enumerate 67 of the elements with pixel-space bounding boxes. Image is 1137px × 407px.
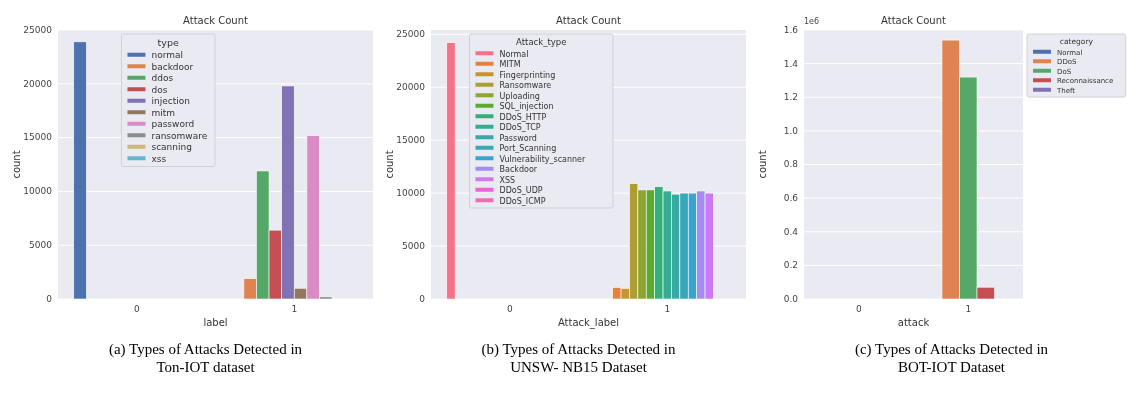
y-tick-label: 25000 [23,24,53,35]
x-tick-label: 1 [291,304,298,314]
text: (c) Types of Attacks Detected in BOT-IOT Dataset [854,341,1049,375]
y-tick-label: 0 [46,293,53,304]
text: (b) Types of Attacks Detected in UNSW- NB15 Dataset [481,341,677,375]
legend-label: backdoor [151,61,194,72]
y-tick-label: 1.4 [783,58,799,69]
legend-label: MITM [499,60,521,70]
legend-label: DDoS_TCP [499,123,541,133]
chart-title: Attack Count [183,15,248,26]
legend-title: type [157,36,180,48]
x-tick-label: 1 [965,304,972,314]
x-tick-label: 0 [133,304,140,314]
y-tick-label: 25000 [396,29,426,40]
y-tick-label: 1.6 [783,24,799,35]
legend-label: scanning [151,142,192,153]
text: 1e6 [804,17,820,26]
legend-label: Ransomware [499,81,552,91]
y-tick-label: 20000 [23,78,53,89]
legend-label: ransomware [151,130,208,141]
y-tick-label: 1.0 [783,125,799,136]
legend-label: Backdoor [499,165,538,175]
y-axis-title: count [11,150,22,179]
x-axis-title: label [203,317,228,328]
legend-label: Vulnerability_scanner [499,154,587,164]
legend-label: XSS [499,175,516,185]
y-tick-label: 20000 [396,82,426,93]
legend-label: mitm [151,107,176,118]
legend-label: Port_Scanning [499,144,557,154]
x-axis-title: Attack_label [557,317,620,329]
legend-label: DDoS_ICMP [499,196,546,206]
y-tick-label: 0.4 [783,226,799,237]
y-tick-label: 5000 [29,240,53,251]
legend-label: DDoS_HTTP [499,112,547,122]
legend-label: password [151,119,195,130]
y-tick-label: 15000 [396,135,426,146]
chart-title: Attack Count [556,15,621,26]
legend-label: ddos [151,73,174,84]
legend-label: injection [151,96,190,107]
y-tick-label: 15000 [23,132,53,143]
legend-label: Uploading [499,91,540,101]
x-tick-label: 0 [855,304,862,314]
text: (a) Types of Attacks Detected in Ton-IOT dataset [108,341,303,375]
y-axis-title: count [757,150,768,179]
chart-title: Attack Count [881,15,946,26]
x-tick-label: 0 [506,304,513,314]
y-tick-label: 0.6 [783,193,799,204]
y-tick-label: 10000 [23,186,53,197]
y-tick-label: 10000 [396,187,426,198]
legend-title: Attack_type [516,36,567,47]
legend-label: Normal [499,49,529,59]
legend-label: DDoS_UDP [499,186,543,196]
y-tick-label: 5000 [402,240,426,251]
y-tick-label: 0.8 [783,159,799,170]
y-tick-label: 0.0 [783,293,799,304]
legend-label: SQL_injection [499,102,554,112]
legend-label: xss [151,153,167,164]
y-tick-label: 1.2 [783,92,798,103]
legend-label: Fingerprinting [499,70,556,80]
y-axis-title: count [384,150,395,179]
y-tick-label: 0.2 [783,260,798,271]
x-axis-title: attack [897,317,930,328]
x-tick-label: 1 [664,304,671,314]
legend-label: normal [151,50,183,61]
legend-label: Password [499,133,537,143]
y-tick-label: 0 [419,293,426,304]
legend-label: dos [151,84,168,95]
